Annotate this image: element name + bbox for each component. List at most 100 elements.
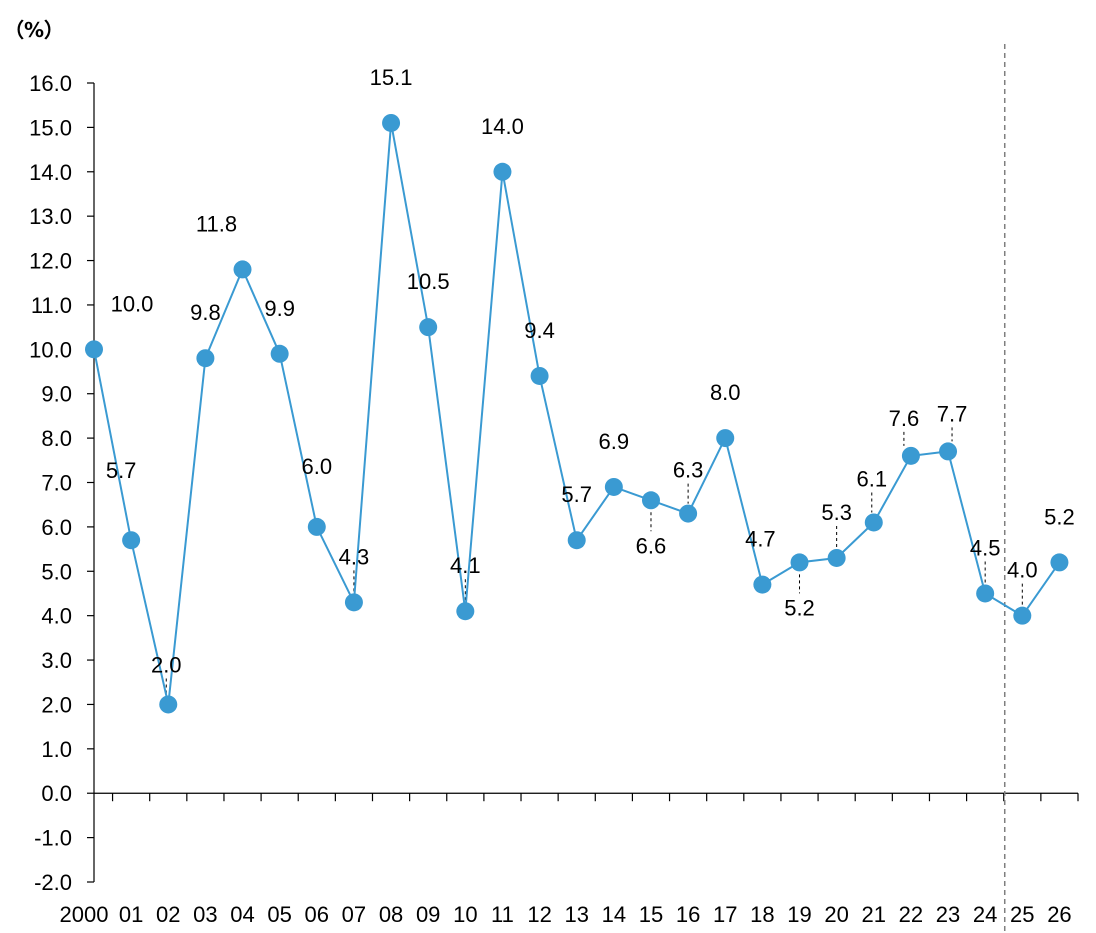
x-tick-label: 15 [639,902,663,927]
x-tick-label: 21 [862,902,886,927]
data-point [939,442,958,461]
x-tick-label: 24 [973,902,997,927]
data-point [790,553,809,572]
data-point [716,429,735,448]
data-label: 9.9 [264,296,295,321]
x-tick-label: 01 [119,902,143,927]
x-tick-label: 09 [416,902,440,927]
data-label: 5.3 [821,500,852,525]
data-label: 10.5 [407,269,450,294]
y-tick-label: 16.0 [29,71,72,96]
x-tick-label: 19 [787,902,811,927]
data-point [901,446,920,465]
data-label: 15.1 [370,65,413,90]
data-label: 11.8 [196,211,237,236]
data-label: 10.0 [111,291,154,316]
x-tick-label: 12 [527,902,551,927]
y-tick-label: 7.0 [41,471,72,496]
y-tick-label: 11.0 [31,293,72,318]
data-point [827,548,846,567]
data-point [864,513,883,532]
y-tick-label: -1.0 [34,826,72,851]
data-point [976,584,995,603]
y-tick-label: 4.0 [41,604,72,629]
data-point [270,344,289,363]
data-label: 8.0 [710,380,741,405]
data-label: 14.0 [481,114,524,139]
y-tick-label: 10.0 [29,337,72,362]
y-tick-label: 6.0 [41,515,72,540]
x-tick-label: 23 [936,902,960,927]
y-unit-label: （%） [4,18,64,42]
y-tick-labels: 16.0 15.0 14.0 13.0 12.0 11.0 10.0 9.0 8.0 7.0 6.0… [29,71,72,895]
data-label: 5.2 [784,595,815,620]
data-point [753,575,772,594]
data-point [1050,553,1069,572]
y-tick-label: 15.0 [29,115,72,140]
x-tick-label: 14 [602,902,626,927]
data-label: 4.5 [970,535,1001,560]
x-tick-label: 25 [1010,902,1034,927]
data-point [641,491,660,510]
data-label: 4.0 [1007,558,1038,583]
data-point [456,602,475,621]
data-point [1013,606,1032,625]
data-point [419,318,438,337]
data-point [233,260,252,279]
data-label: 6.1 [856,466,887,491]
data-label: 4.7 [745,527,776,552]
y-tick-label: 9.0 [41,382,72,407]
axes [87,82,1079,883]
x-tick-label: 02 [156,902,180,927]
data-point [307,517,326,536]
data-label: 6.0 [301,454,332,479]
data-label: 7.6 [889,406,920,431]
data-label: 4.1 [450,553,481,578]
data-point [567,531,586,550]
x-tick-label: 17 [713,902,737,927]
data-point [493,162,512,181]
x-tick-label: 10 [453,902,477,927]
x-tick-label: 20 [824,902,848,927]
y-tick-label: 13.0 [29,204,72,229]
x-tick-label: 06 [305,902,329,927]
data-label: 4.3 [339,544,370,569]
data-label: 7.7 [937,401,968,426]
x-tick-label: 08 [379,902,403,927]
data-labels: 10.0 5.7 2.0 9.8 11.8 9.9 6.0 4.3 15.1 10.5 4.1 14.… [106,65,1075,677]
y-tick-label: 8.0 [41,426,72,451]
x-tick-label: 26 [1047,902,1071,927]
data-label: 9.4 [524,318,555,343]
y-tick-label: 3.0 [41,648,72,673]
y-tick-label: 5.0 [41,559,72,584]
x-tick-label: 05 [267,902,291,927]
y-tick-label: -2.0 [34,870,72,895]
x-tick-label: 11 [491,902,514,927]
data-label: 5.2 [1044,504,1075,529]
data-label: 5.7 [106,458,137,483]
y-tick-label: 0.0 [41,781,72,806]
data-points [85,113,1069,714]
x-tick-label: 03 [193,902,217,927]
x-tick-label: 22 [899,902,923,927]
data-point [530,366,549,385]
data-label: 6.6 [636,533,667,558]
data-point [604,477,623,496]
data-label: 9.8 [190,300,221,325]
data-point [344,593,363,612]
data-point [122,531,141,550]
x-tick-label: 04 [230,902,254,927]
x-tick-label: 07 [342,902,366,927]
data-point [196,349,215,368]
y-tick-label: 2.0 [41,692,72,717]
data-label: 6.3 [673,458,704,483]
x-tick-label: 18 [750,902,774,927]
data-point [85,340,103,359]
data-point [159,695,178,714]
data-label: 5.7 [561,482,592,507]
data-label: 6.9 [599,429,630,454]
x-tick-label: 13 [564,902,588,927]
data-label: 2.0 [151,652,182,677]
label-leader-lines [165,427,1023,695]
